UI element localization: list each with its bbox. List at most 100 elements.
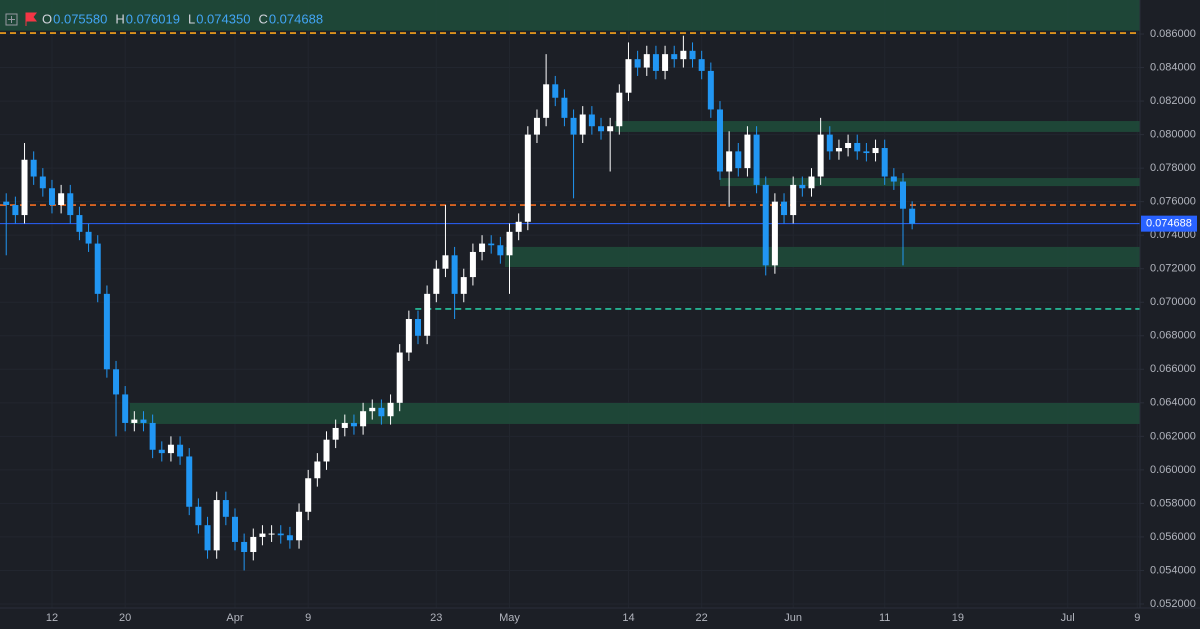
candle-body: [48, 188, 55, 206]
candle-body: [195, 506, 202, 526]
candle-body: [213, 500, 220, 551]
candle-body: [735, 151, 742, 169]
y-tick-label: 0.060000: [1150, 464, 1196, 476]
candle-body: [753, 134, 760, 185]
y-tick-label: 0.072000: [1150, 263, 1196, 275]
candle-body: [241, 541, 248, 553]
candle-body: [552, 84, 559, 98]
candle-body: [76, 215, 83, 232]
candle-body: [598, 126, 605, 132]
candle-body: [561, 97, 568, 118]
candle-body: [387, 402, 394, 417]
candle-body: [671, 54, 678, 60]
x-tick-label: 9: [305, 612, 311, 624]
candle-body: [625, 59, 632, 93]
candle-body: [835, 148, 842, 152]
legend-key: C: [258, 11, 267, 26]
candle-body: [872, 148, 879, 154]
candle-body: [607, 126, 614, 132]
candle-body: [479, 243, 486, 252]
candle-body: [781, 201, 788, 216]
zone: [614, 121, 1140, 132]
candle-body: [296, 511, 303, 541]
candle-body: [369, 407, 376, 412]
y-tick-label: 0.076000: [1150, 196, 1196, 208]
y-tick-label: 0.056000: [1150, 531, 1196, 543]
candle-body: [579, 114, 586, 135]
legend-value: 0.075580: [53, 11, 107, 26]
candle-body: [506, 231, 513, 256]
plot: [0, 0, 1141, 571]
candle-body: [39, 176, 46, 189]
candle-body: [113, 369, 120, 395]
candle-body: [616, 92, 623, 127]
candle-body: [259, 533, 266, 537]
x-tick-label: 20: [119, 612, 131, 624]
x-tick-label: 9: [1134, 612, 1140, 624]
y-tick-label: 0.086000: [1150, 28, 1196, 40]
y-tick-label: 0.070000: [1150, 296, 1196, 308]
candle-body: [314, 461, 321, 479]
last-price-label: 0.074688: [1146, 218, 1192, 230]
candle-body: [30, 159, 37, 177]
candle-body: [204, 525, 211, 551]
candle-body: [3, 201, 10, 206]
x-tick-label: 22: [696, 612, 708, 624]
candle-body: [460, 277, 467, 294]
candle-body: [533, 117, 540, 135]
x-tick-label: Jul: [1061, 612, 1075, 624]
zone: [719, 178, 1140, 187]
zone: [504, 246, 1140, 268]
candle-body: [570, 117, 577, 135]
legend-key: H: [115, 11, 124, 26]
candle-body: [771, 201, 778, 266]
candle-body: [762, 184, 769, 266]
candle-body: [67, 193, 74, 216]
candle-body: [424, 293, 431, 336]
y-tick-label: 0.080000: [1150, 129, 1196, 141]
last-price-box: [1141, 215, 1197, 232]
x-tick-label: Apr: [226, 612, 243, 624]
x-tick-label: 23: [430, 612, 442, 624]
candle-body: [103, 293, 110, 370]
candle-body: [350, 422, 357, 427]
candle-body: [716, 109, 723, 172]
candle-body: [12, 205, 19, 216]
candle-body: [726, 151, 733, 172]
candle-body: [854, 142, 861, 152]
candle-body: [442, 255, 449, 269]
candle-body: [790, 184, 797, 216]
candle-body: [177, 444, 184, 457]
y-tick-label: 0.054000: [1150, 564, 1196, 576]
candle-body: [268, 533, 275, 535]
candle-body: [826, 134, 833, 152]
legend-value: 0.076019: [126, 11, 180, 26]
candle-body: [231, 516, 238, 542]
y-tick-label: 0.082000: [1150, 95, 1196, 107]
zone: [0, 0, 1140, 31]
y-tick-label: 0.052000: [1150, 598, 1196, 610]
candle-body: [524, 134, 531, 222]
candle-body: [378, 407, 385, 417]
candle-body: [341, 422, 348, 428]
candle-body: [222, 500, 229, 517]
zone: [129, 402, 1141, 424]
candle-body: [881, 148, 888, 177]
ohlc-legend: O 0.075580 H 0.076019 L 0.074350 C 0.074688: [5, 11, 323, 26]
candle-body: [433, 268, 440, 294]
y-tick-label: 0.074000: [1150, 229, 1196, 241]
legend-key: O: [42, 11, 52, 26]
x-tick-label: 14: [622, 612, 634, 624]
candle-body: [21, 159, 28, 216]
candle-body: [744, 134, 751, 169]
candle-body: [323, 439, 330, 462]
candle-body: [85, 231, 92, 244]
expand-icon[interactable]: [5, 13, 18, 26]
x-tick-label: 12: [46, 612, 58, 624]
candle-body: [845, 142, 852, 149]
x-tick-label: May: [499, 612, 520, 624]
y-tick-label: 0.062000: [1150, 430, 1196, 442]
candle-body: [149, 422, 156, 450]
candle-body: [286, 535, 293, 541]
flag-icon[interactable]: [25, 12, 37, 26]
